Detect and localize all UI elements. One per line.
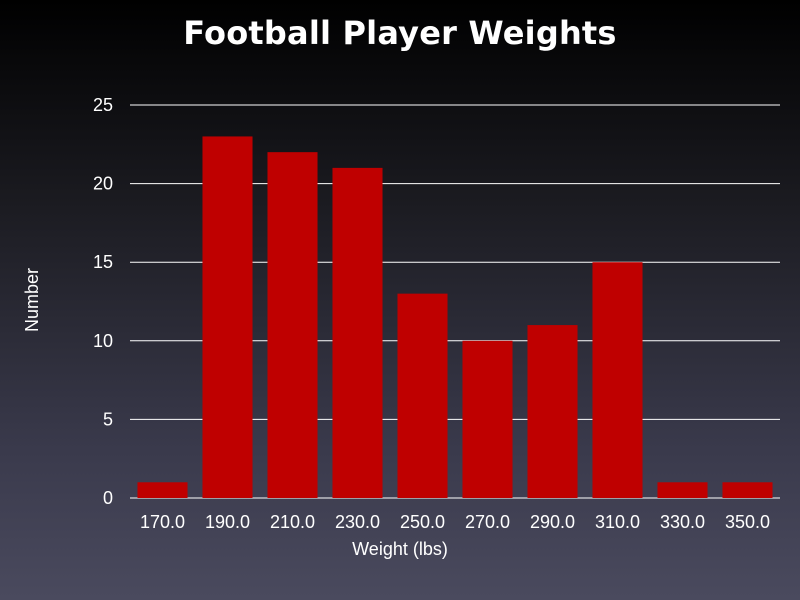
x-tick-label: 170.0 xyxy=(140,512,185,532)
y-tick-label: 10 xyxy=(93,331,113,351)
x-tick-label: 210.0 xyxy=(270,512,315,532)
bar xyxy=(202,136,253,498)
y-tick-label: 0 xyxy=(103,488,113,508)
bar xyxy=(592,262,643,498)
y-tick-labels: 0 5 10 15 20 25 xyxy=(93,95,113,508)
bar xyxy=(657,482,708,498)
bar xyxy=(332,167,383,498)
bar xyxy=(527,325,578,498)
bar xyxy=(397,293,448,498)
x-tick-label: 290.0 xyxy=(530,512,575,532)
x-axis-label: Weight (lbs) xyxy=(352,539,448,559)
x-tick-labels: 170.0 190.0 210.0 230.0 250.0 270.0 290.0 310.0… xyxy=(140,512,770,532)
y-tick-label: 5 xyxy=(103,409,113,429)
bars xyxy=(137,136,773,498)
y-tick-label: 25 xyxy=(93,95,113,115)
x-tick-label: 250.0 xyxy=(400,512,445,532)
chart-title: Football Player Weights xyxy=(183,14,617,52)
bar xyxy=(137,482,188,498)
x-tick-label: 350.0 xyxy=(725,512,770,532)
x-tick-label: 190.0 xyxy=(205,512,250,532)
y-axis-label: Number xyxy=(22,268,42,332)
x-tick-label: 270.0 xyxy=(465,512,510,532)
y-tick-label: 15 xyxy=(93,252,113,272)
bar xyxy=(462,340,513,498)
x-tick-label: 310.0 xyxy=(595,512,640,532)
x-tick-label: 230.0 xyxy=(335,512,380,532)
bar xyxy=(267,152,318,498)
bar xyxy=(722,482,773,498)
x-tick-label: 330.0 xyxy=(660,512,705,532)
y-tick-label: 20 xyxy=(93,174,113,194)
